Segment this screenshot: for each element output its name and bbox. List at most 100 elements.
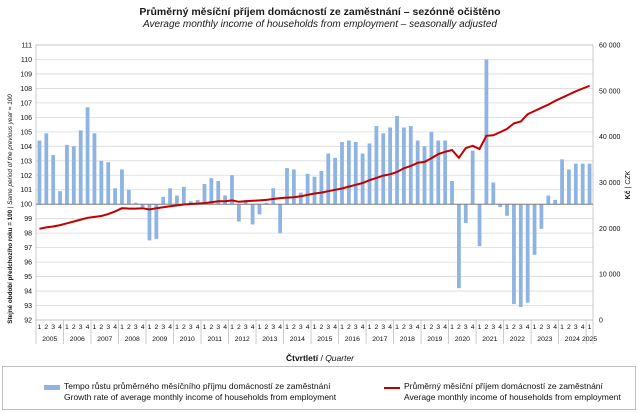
growth-bar <box>92 133 97 205</box>
quarter-tick-label: 1 <box>230 324 234 331</box>
year-tick-label: 2025 <box>582 336 597 343</box>
quarter-tick-label: 4 <box>388 324 392 331</box>
quarter-tick-label: 3 <box>491 324 495 331</box>
growth-bar <box>512 204 516 305</box>
quarter-tick-label: 1 <box>93 324 97 331</box>
quarter-tick-label: 1 <box>148 324 152 331</box>
year-tick-label: 2011 <box>207 336 222 343</box>
x-axis-label-cz: Čtvrtletí <box>286 352 319 363</box>
growth-bar <box>415 140 420 205</box>
year-tick-label: 2014 <box>290 336 305 343</box>
growth-bar <box>65 144 69 205</box>
growth-bar <box>436 140 441 205</box>
chart-svg: 9293949596979899100101102103104105106107… <box>7 43 632 364</box>
quarter-tick-label: 2 <box>154 324 158 331</box>
growth-bar <box>202 183 207 205</box>
year-tick-label: 2007 <box>97 336 112 343</box>
quarter-tick-label: 4 <box>498 324 502 331</box>
right-tick-label: 20 000 <box>599 226 621 233</box>
quarter-tick-label: 4 <box>58 324 62 331</box>
growth-bar <box>498 204 503 208</box>
quarter-tick-label: 1 <box>450 324 454 331</box>
growth-bar <box>147 204 152 241</box>
legend-bar-swatch <box>44 385 60 390</box>
growth-bar <box>450 181 454 205</box>
quarter-tick-label: 1 <box>368 324 372 331</box>
growth-bar <box>140 204 145 208</box>
quarter-tick-label: 2 <box>430 324 434 331</box>
legend-bar-label-cz: Tempo růstu průměrného měsíčního příjmu … <box>64 381 331 391</box>
year-tick-label: 2020 <box>455 336 470 343</box>
growth-bar <box>230 175 234 205</box>
growth-bar <box>587 163 592 205</box>
growth-bar <box>285 168 289 205</box>
quarter-tick-label: 2 <box>567 324 571 331</box>
growth-bar <box>388 127 393 205</box>
growth-bar <box>346 140 351 205</box>
year-tick-label: 2016 <box>345 336 360 343</box>
quarter-tick-label: 4 <box>86 324 90 331</box>
quarter-tick-label: 4 <box>526 324 530 331</box>
year-tick-label: 2013 <box>262 336 277 343</box>
left-tick-label: 102 <box>20 173 32 180</box>
quarter-tick-label: 3 <box>271 324 275 331</box>
growth-bar <box>457 204 461 289</box>
year-tick-label: 2005 <box>42 336 57 343</box>
x-axis-label: Čtvrtletí / Quarter <box>286 352 355 363</box>
growth-bar <box>381 133 386 205</box>
legend-line-label-en: Average monthly income of households fro… <box>404 392 621 402</box>
right-axis-ticks: 0 10 000 20 000 30 000 40 000 50 000 60 000 <box>599 43 621 325</box>
quarter-tick-label: 3 <box>326 324 330 331</box>
quarter-tick-label: 1 <box>533 324 537 331</box>
quarter-tick-label: 4 <box>196 324 200 331</box>
left-tick-label: 103 <box>20 158 32 165</box>
growth-bar <box>491 182 496 205</box>
quarter-tick-label: 3 <box>51 324 55 331</box>
quarter-tick-label: 1 <box>313 324 317 331</box>
right-axis-label-cz: Kč <box>625 190 632 199</box>
quarter-tick-label: 3 <box>244 324 248 331</box>
right-tick-label: 40 000 <box>599 134 621 141</box>
year-tick-label: 2008 <box>125 336 140 343</box>
year-tick-label: 2022 <box>510 336 525 343</box>
quarter-tick-label: 1 <box>120 324 124 331</box>
growth-bar <box>402 127 406 205</box>
quarter-tick-label: 2 <box>457 324 461 331</box>
year-tick-label: 2012 <box>235 336 250 343</box>
left-tick-label: 95 <box>24 274 32 281</box>
growth-bar <box>106 162 111 205</box>
quarter-tick-label: 4 <box>581 324 585 331</box>
quarter-tick-label: 1 <box>65 324 69 331</box>
growth-bar <box>532 204 537 255</box>
quarter-tick-label: 4 <box>333 324 337 331</box>
growth-bar <box>477 204 482 247</box>
growth-bar <box>367 143 372 205</box>
quarter-tick-label: 4 <box>113 324 117 331</box>
quarter-tick-label: 3 <box>189 324 193 331</box>
growth-bar <box>99 160 104 205</box>
growth-bar <box>525 204 530 303</box>
growth-bar <box>319 170 324 205</box>
growth-bar <box>298 192 303 205</box>
growth-bar <box>573 163 578 205</box>
year-tick-label: 2006 <box>70 336 85 343</box>
quarter-tick-label: 3 <box>574 324 578 331</box>
quarter-tick-label: 3 <box>519 324 523 331</box>
quarter-tick-label: 3 <box>134 324 138 331</box>
growth-bar <box>58 191 62 205</box>
growth-bar <box>161 196 166 205</box>
growth-bar <box>223 195 227 205</box>
left-tick-label: 93 <box>24 303 32 310</box>
left-tick-label: 107 <box>20 100 32 107</box>
year-tick-label: 2019 <box>427 336 442 343</box>
right-tick-label: 50 000 <box>599 88 621 95</box>
quarter-tick-label: 4 <box>471 324 475 331</box>
growth-bar <box>560 159 564 205</box>
quarter-tick-label: 2 <box>237 324 241 331</box>
year-tick-label: 2015 <box>317 336 332 343</box>
growth-bar <box>44 133 49 205</box>
bar-series <box>37 59 592 307</box>
quarter-tick-label: 2 <box>182 324 186 331</box>
quarter-tick-label: 4 <box>251 324 255 331</box>
growth-bar <box>188 201 193 205</box>
